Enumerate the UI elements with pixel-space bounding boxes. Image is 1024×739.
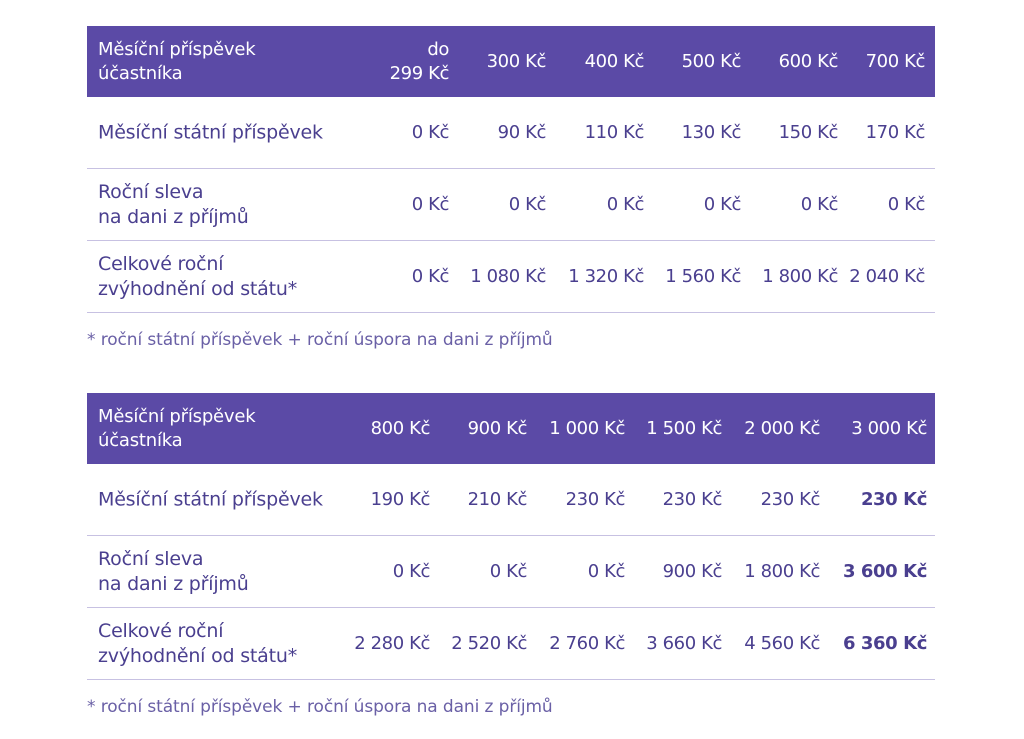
row-label-line2: zvýhodnění od státu* bbox=[98, 277, 297, 300]
table-row: Celkové roční zvýhodnění od státu* 2 280… bbox=[87, 608, 935, 680]
header-col: 900 Kč bbox=[467, 417, 528, 441]
table-cell-highlight: 3 600 Kč bbox=[842, 560, 927, 582]
header-label-line2: účastníka bbox=[98, 62, 183, 84]
table-cell: 230 Kč bbox=[565, 488, 626, 510]
table-cell: 170 Kč bbox=[865, 121, 926, 143]
table-row: Měsíční státní příspěvek 190 Kč 210 Kč 2… bbox=[87, 464, 935, 536]
header-col-line1: do bbox=[427, 38, 449, 60]
header-col: 500 Kč bbox=[681, 50, 742, 74]
table-cell: 0 Kč bbox=[392, 560, 431, 582]
header-col: 1 500 Kč bbox=[646, 417, 722, 441]
table-cell: 210 Kč bbox=[467, 488, 528, 510]
header-col: 700 Kč bbox=[865, 50, 926, 74]
table-cell: 900 Kč bbox=[662, 560, 723, 582]
row-label-line1: Roční sleva bbox=[98, 180, 204, 203]
table-cell: 1 560 Kč bbox=[665, 265, 741, 287]
header-col-line1: 800 Kč bbox=[370, 417, 431, 439]
table-row: Celkové roční zvýhodnění od státu* 0 Kč … bbox=[87, 241, 935, 313]
table-cell: 230 Kč bbox=[662, 488, 723, 510]
header-col-line1: 2 000 Kč bbox=[744, 417, 820, 439]
table-header: Měsíční příspěvek účastníka do 299 Kč 30… bbox=[87, 26, 935, 97]
row-label: Roční sleva na dani z příjmů bbox=[98, 547, 249, 597]
row-label-line1: Měsíční státní příspěvek bbox=[98, 488, 323, 510]
table-cell: 2 760 Kč bbox=[549, 632, 625, 654]
table-cell: 0 Kč bbox=[508, 193, 547, 215]
table-cell: 130 Kč bbox=[681, 121, 742, 143]
header-col: 400 Kč bbox=[584, 50, 645, 74]
footnote: * roční státní příspěvek + roční úspora … bbox=[87, 697, 553, 717]
table-cell: 0 Kč bbox=[411, 265, 450, 287]
header-col: 1 000 Kč bbox=[549, 417, 625, 441]
header-label-line1: Měsíční příspěvek bbox=[98, 38, 256, 60]
table-row: Měsíční státní příspěvek 0 Kč 90 Kč 110 … bbox=[87, 97, 935, 169]
table-cell-highlight: 230 Kč bbox=[860, 488, 927, 510]
header-col-line1: 900 Kč bbox=[467, 417, 528, 439]
header-col: 2 000 Kč bbox=[744, 417, 820, 441]
header-label: Měsíční příspěvek účastníka bbox=[98, 38, 256, 86]
row-label-line2: na dani z příjmů bbox=[98, 205, 249, 228]
table-cell: 0 Kč bbox=[606, 193, 645, 215]
header-label: Měsíční příspěvek účastníka bbox=[98, 405, 256, 453]
table-cell: 1 800 Kč bbox=[762, 265, 838, 287]
footnote: * roční státní příspěvek + roční úspora … bbox=[87, 330, 553, 350]
table-row: Roční sleva na dani z příjmů 0 Kč 0 Kč 0… bbox=[87, 169, 935, 241]
row-label: Roční sleva na dani z příjmů bbox=[98, 180, 249, 230]
table-cell: 90 Kč bbox=[497, 121, 547, 143]
table-cell-highlight: 6 360 Kč bbox=[842, 632, 927, 654]
table-cell: 0 Kč bbox=[800, 193, 839, 215]
table-cell: 0 Kč bbox=[411, 121, 450, 143]
header-col: 800 Kč bbox=[370, 417, 431, 441]
header-col-line2: 299 Kč bbox=[389, 62, 450, 84]
table-cell: 190 Kč bbox=[370, 488, 431, 510]
row-label-line1: Celkové roční bbox=[98, 252, 224, 275]
table-cell: 1 080 Kč bbox=[470, 265, 546, 287]
header-label-line1: Měsíční příspěvek bbox=[98, 405, 256, 427]
contribution-table-1: Měsíční příspěvek účastníka do 299 Kč 30… bbox=[87, 26, 935, 313]
header-col-line1: 1 000 Kč bbox=[549, 417, 625, 439]
table-cell: 2 040 Kč bbox=[849, 265, 925, 287]
row-label-line2: na dani z příjmů bbox=[98, 572, 249, 595]
table-cell: 0 Kč bbox=[411, 193, 450, 215]
table-cell: 150 Kč bbox=[778, 121, 839, 143]
table-cell: 1 800 Kč bbox=[744, 560, 820, 582]
header-col: 3 000 Kč bbox=[851, 417, 927, 441]
header-col-line1: 300 Kč bbox=[486, 50, 547, 72]
header-col-line1: 400 Kč bbox=[584, 50, 645, 72]
header-col-line1: 3 000 Kč bbox=[851, 417, 927, 439]
table-cell: 0 Kč bbox=[489, 560, 528, 582]
table-cell: 0 Kč bbox=[703, 193, 742, 215]
table-cell: 2 280 Kč bbox=[354, 632, 430, 654]
contribution-table-2: Měsíční příspěvek účastníka 800 Kč 900 K… bbox=[87, 393, 935, 680]
table-header: Měsíční příspěvek účastníka 800 Kč 900 K… bbox=[87, 393, 935, 464]
header-label-line2: účastníka bbox=[98, 429, 183, 451]
header-col: 300 Kč bbox=[486, 50, 547, 74]
table-cell: 2 520 Kč bbox=[451, 632, 527, 654]
row-label: Celkové roční zvýhodnění od státu* bbox=[98, 252, 297, 302]
table-cell: 110 Kč bbox=[584, 121, 645, 143]
row-label-line1: Roční sleva bbox=[98, 547, 204, 570]
header-col-line1: 1 500 Kč bbox=[646, 417, 722, 439]
row-label-line1: Měsíční státní příspěvek bbox=[98, 121, 323, 143]
row-label: Měsíční státní příspěvek bbox=[98, 487, 323, 512]
header-col-line1: 600 Kč bbox=[778, 50, 839, 72]
table-row: Roční sleva na dani z příjmů 0 Kč 0 Kč 0… bbox=[87, 536, 935, 608]
table-cell: 1 320 Kč bbox=[568, 265, 644, 287]
table-cell: 3 660 Kč bbox=[646, 632, 722, 654]
row-label-line2: zvýhodnění od státu* bbox=[98, 644, 297, 667]
table-cell: 4 560 Kč bbox=[744, 632, 820, 654]
header-col: do 299 Kč bbox=[389, 38, 450, 86]
table-cell: 0 Kč bbox=[587, 560, 626, 582]
row-label: Celkové roční zvýhodnění od státu* bbox=[98, 619, 297, 669]
table-cell: 0 Kč bbox=[887, 193, 926, 215]
row-label-line1: Celkové roční bbox=[98, 619, 224, 642]
row-label: Měsíční státní příspěvek bbox=[98, 120, 323, 145]
header-col-line1: 500 Kč bbox=[681, 50, 742, 72]
header-col: 600 Kč bbox=[778, 50, 839, 74]
table-cell: 230 Kč bbox=[760, 488, 821, 510]
header-col-line1: 700 Kč bbox=[865, 50, 926, 72]
